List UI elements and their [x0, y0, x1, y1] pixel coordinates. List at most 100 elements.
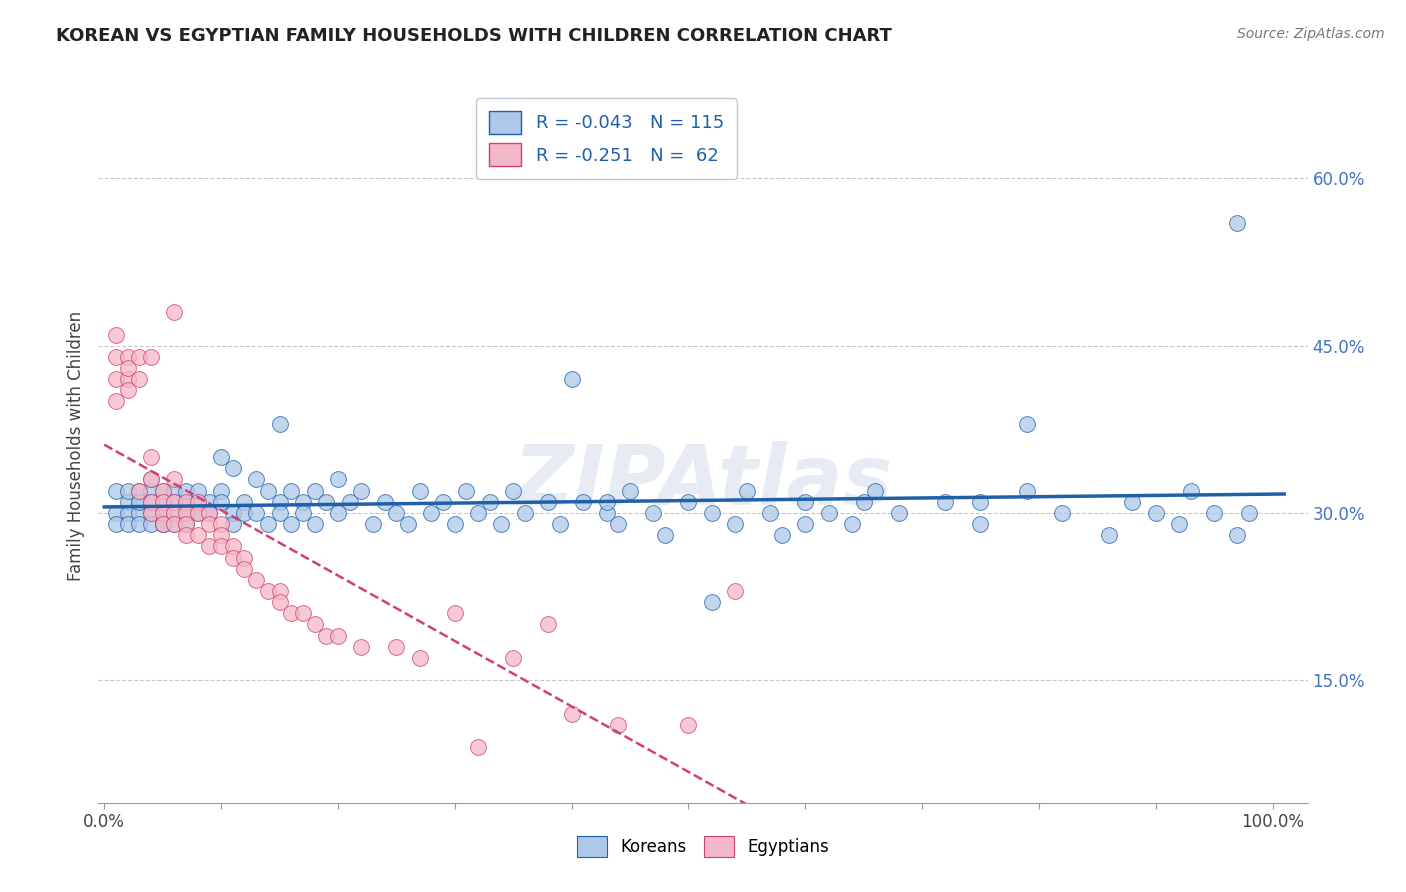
Point: [128, 494, 150, 508]
Point: [209, 539, 232, 553]
Point: [1017, 417, 1039, 431]
Point: [326, 472, 349, 486]
Point: [607, 517, 630, 532]
Point: [163, 517, 186, 532]
Point: [724, 517, 747, 532]
Point: [198, 494, 221, 508]
Text: Source: ZipAtlas.com: Source: ZipAtlas.com: [1237, 27, 1385, 41]
Point: [339, 494, 361, 508]
Point: [128, 506, 150, 520]
Point: [104, 517, 127, 532]
Point: [1180, 483, 1202, 498]
Point: [269, 417, 291, 431]
Point: [291, 607, 314, 621]
Point: [104, 372, 127, 386]
Point: [198, 506, 221, 520]
Point: [350, 483, 373, 498]
Point: [502, 483, 524, 498]
Point: [152, 483, 174, 498]
Point: [139, 517, 162, 532]
Point: [817, 506, 839, 520]
Point: [104, 506, 127, 520]
Point: [104, 394, 127, 409]
Point: [456, 483, 478, 498]
Point: [256, 483, 278, 498]
Point: [595, 494, 617, 508]
Point: [163, 517, 186, 532]
Point: [152, 506, 174, 520]
Point: [1052, 506, 1074, 520]
Point: [174, 506, 197, 520]
Point: [163, 506, 186, 520]
Point: [128, 372, 150, 386]
Point: [174, 517, 197, 532]
Point: [572, 494, 595, 508]
Point: [198, 539, 221, 553]
Point: [222, 539, 245, 553]
Point: [432, 494, 454, 508]
Point: [304, 617, 326, 632]
Point: [128, 494, 150, 508]
Point: [139, 506, 162, 520]
Point: [1226, 216, 1249, 230]
Point: [256, 583, 278, 598]
Point: [139, 450, 162, 464]
Point: [643, 506, 665, 520]
Point: [443, 607, 465, 621]
Point: [969, 517, 991, 532]
Point: [222, 517, 245, 532]
Point: [561, 706, 583, 721]
Point: [117, 506, 139, 520]
Point: [1226, 528, 1249, 542]
Point: [174, 528, 197, 542]
Point: [128, 483, 150, 498]
Point: [209, 483, 232, 498]
Point: [139, 506, 162, 520]
Point: [222, 506, 245, 520]
Point: [478, 494, 501, 508]
Point: [117, 384, 139, 398]
Point: [1144, 506, 1167, 520]
Point: [128, 483, 150, 498]
Point: [724, 583, 747, 598]
Point: [291, 506, 314, 520]
Point: [315, 628, 337, 642]
Point: [139, 350, 162, 364]
Point: [969, 494, 991, 508]
Point: [1121, 494, 1143, 508]
Point: [467, 506, 489, 520]
Point: [502, 651, 524, 665]
Point: [396, 517, 419, 532]
Point: [678, 717, 700, 731]
Point: [117, 350, 139, 364]
Point: [315, 494, 337, 508]
Point: [152, 506, 174, 520]
Point: [152, 483, 174, 498]
Point: [209, 494, 232, 508]
Point: [934, 494, 956, 508]
Point: [128, 517, 150, 532]
Point: [350, 640, 373, 654]
Point: [163, 494, 186, 508]
Point: [233, 550, 256, 565]
Point: [139, 483, 162, 498]
Point: [269, 595, 291, 609]
Point: [1237, 506, 1260, 520]
Point: [654, 528, 676, 542]
Point: [117, 494, 139, 508]
Point: [104, 483, 127, 498]
Point: [233, 494, 256, 508]
Point: [280, 483, 302, 498]
Point: [513, 506, 536, 520]
Point: [139, 472, 162, 486]
Point: [152, 506, 174, 520]
Point: [152, 494, 174, 508]
Point: [139, 494, 162, 508]
Point: [187, 483, 209, 498]
Point: [409, 651, 432, 665]
Point: [174, 494, 197, 508]
Point: [128, 350, 150, 364]
Point: [1168, 517, 1191, 532]
Point: [187, 494, 209, 508]
Point: [887, 506, 910, 520]
